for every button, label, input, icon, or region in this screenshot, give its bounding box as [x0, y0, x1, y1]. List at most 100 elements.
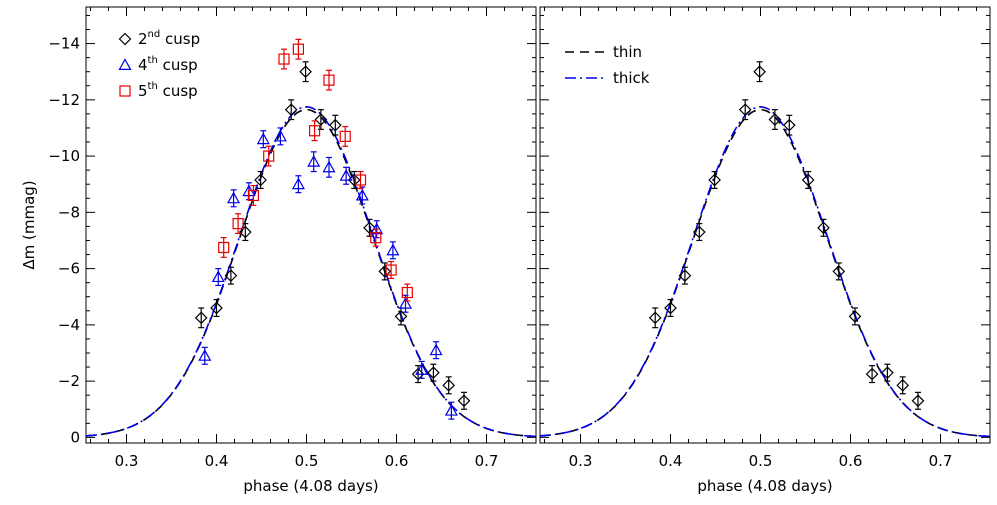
data-point-square	[385, 264, 397, 276]
data-point-diamond	[363, 221, 376, 235]
model-curve-thick	[85, 106, 537, 438]
legend-label-thick: thick	[613, 69, 650, 87]
legend-label: 4th cusp	[138, 55, 198, 74]
model-curve-thin	[85, 108, 537, 438]
x-tick-label: 0.6	[385, 452, 409, 470]
data-point-triangle	[444, 403, 458, 416]
legend-marker-triangle	[118, 58, 132, 71]
data-point-triangle	[398, 297, 413, 309]
data-point-square	[370, 232, 382, 244]
data-point-diamond	[768, 113, 782, 126]
data-point-triangle	[322, 160, 336, 173]
data-point-diamond	[881, 366, 894, 380]
legend-label-superscript: th	[148, 81, 158, 92]
model-curve-thick	[539, 106, 991, 438]
legend-label-text: cusp	[158, 56, 198, 74]
data-point-diamond	[194, 311, 208, 325]
data-point-triangle	[273, 129, 287, 142]
data-point-triangle	[386, 243, 400, 256]
y-axis-label: Δm (mmag)	[20, 180, 38, 269]
data-point-square	[354, 174, 367, 186]
data-point-triangle	[227, 191, 241, 204]
y-tick-label: −8	[58, 203, 80, 221]
legend-label-number: 2	[138, 30, 148, 48]
data-point-triangle	[355, 188, 369, 201]
data-point-triangle	[198, 349, 212, 361]
data-point-diamond	[801, 173, 815, 187]
legend-label-text: cusp	[160, 30, 200, 48]
y-tick-label: −14	[48, 35, 80, 53]
legend-label: 2nd cusp	[138, 29, 200, 48]
x-tick-label: 0.7	[475, 452, 499, 470]
data-point-square	[401, 286, 413, 299]
data-point-diamond	[299, 65, 312, 79]
data-point-square	[247, 189, 259, 202]
data-point-diamond	[394, 310, 408, 323]
data-point-triangle	[307, 154, 321, 167]
x-tick-label: 0.5	[749, 452, 773, 470]
x-tick-label: 0.4	[205, 452, 229, 470]
data-point-diamond	[708, 173, 721, 187]
data-point-diamond	[848, 310, 862, 323]
legend-label-text: cusp	[158, 82, 198, 100]
x-tick-label: 0.6	[839, 452, 863, 470]
data-point-diamond	[314, 113, 328, 126]
data-point-diamond	[442, 378, 456, 392]
data-point-diamond	[753, 65, 766, 79]
y-tick-label: −2	[58, 372, 80, 390]
y-tick-label: −4	[58, 316, 80, 334]
plot-frame	[85, 6, 537, 444]
y-tick-label: −12	[48, 91, 80, 109]
data-point-square	[323, 74, 335, 86]
data-point-diamond	[782, 118, 796, 132]
data-point-square	[339, 130, 351, 142]
x-axis-label: phase (4.08 days)	[243, 477, 378, 495]
left-panel: 0.3 0.4 0.5 0.6 0.7 0 −2 −4 −6 −8 −10 −12 −14 phase (…	[20, 6, 537, 495]
data-point-diamond	[378, 265, 392, 278]
data-point-diamond	[648, 311, 662, 325]
data-point-square	[263, 150, 275, 162]
legend-label: 5th cusp	[138, 81, 198, 100]
data-point-triangle	[415, 363, 429, 375]
y-tick-label: 0	[70, 428, 80, 446]
legend-label-superscript: th	[148, 55, 158, 66]
x-tick-label: 0.5	[295, 452, 319, 470]
data-point-triangle	[256, 132, 270, 145]
data-point-triangle	[339, 169, 353, 181]
data-point-diamond	[832, 265, 846, 278]
data-point-diamond	[896, 378, 910, 392]
x-tick-label: 0.3	[115, 452, 139, 470]
legend-label-number: 4	[138, 56, 148, 74]
legend-label-number: 5	[138, 82, 148, 100]
data-point-triangle	[429, 343, 443, 356]
data-point-diamond	[254, 173, 267, 187]
data-point-diamond	[678, 269, 692, 282]
legend-marker-diamond	[118, 32, 132, 46]
data-point-square	[218, 241, 230, 254]
data-point-diamond	[457, 394, 471, 408]
y-tick-label: −6	[58, 260, 80, 278]
data-point-square	[278, 53, 290, 65]
data-point-diamond	[210, 301, 223, 315]
data-point-diamond	[911, 394, 925, 408]
data-point-diamond	[817, 221, 830, 235]
plot-frame	[539, 6, 991, 444]
data-point-diamond	[238, 225, 252, 239]
y-tick-label: −10	[48, 147, 80, 165]
data-point-diamond	[427, 366, 440, 380]
x-tick-label: 0.3	[569, 452, 593, 470]
data-point-diamond	[865, 367, 879, 381]
data-point-square	[292, 43, 304, 55]
x-tick-label: 0.4	[659, 452, 683, 470]
model-curve-thin	[539, 108, 991, 438]
legend-label-thin: thin	[613, 43, 642, 61]
data-point-triangle	[291, 177, 305, 190]
data-point-triangle	[211, 270, 225, 283]
data-point-square	[232, 217, 244, 230]
data-point-diamond	[738, 103, 752, 117]
legend-marker-square	[119, 85, 131, 97]
right-panel: 0.3 0.4 0.5 0.6 0.7 phase (4.08 days) thin thic…	[539, 6, 991, 495]
data-point-diamond	[224, 269, 238, 282]
